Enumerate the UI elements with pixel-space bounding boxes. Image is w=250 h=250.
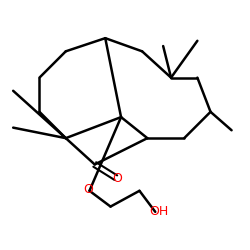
Text: OH: OH [150, 205, 169, 218]
Text: O: O [83, 183, 93, 196]
Text: O: O [112, 172, 122, 185]
